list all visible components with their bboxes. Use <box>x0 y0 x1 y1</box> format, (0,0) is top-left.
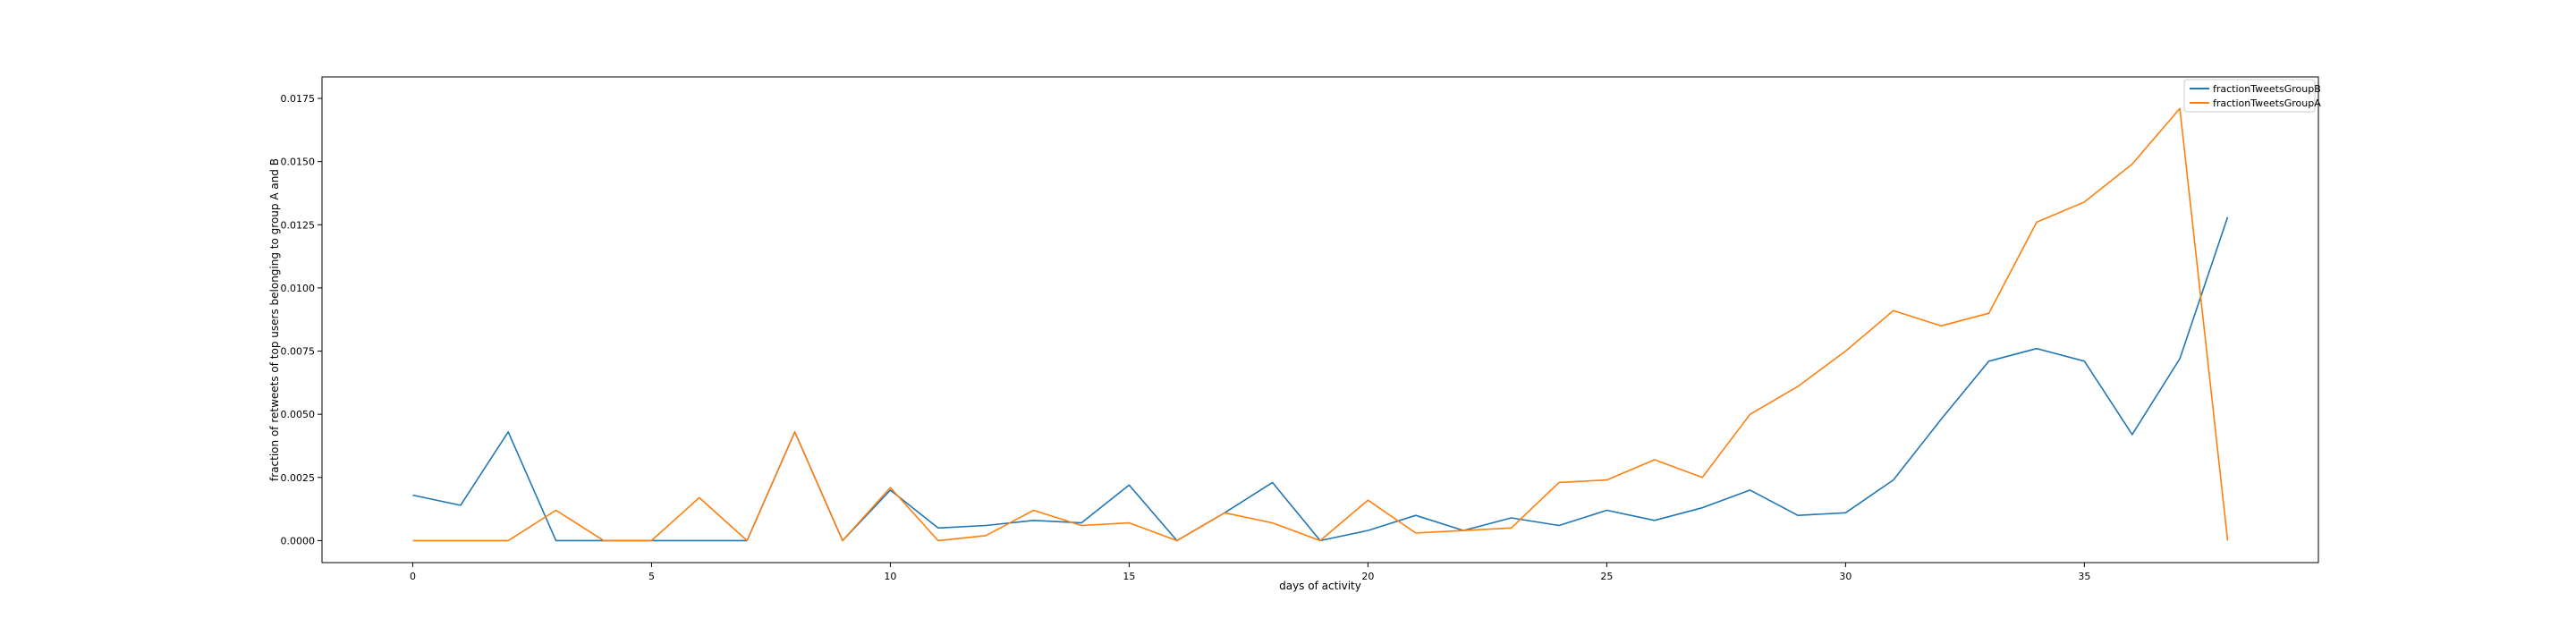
plot-frame <box>321 76 2319 564</box>
x-tick-label: 25 <box>1600 571 1613 582</box>
legend-label-groupA: fractionTweetsGroupA <box>2213 97 2321 109</box>
series-line-groupA <box>412 107 2229 542</box>
x-tick-label: 15 <box>1123 571 1135 582</box>
y-tick-label: 0.0175 <box>281 93 316 105</box>
x-tick-label: 35 <box>2078 571 2090 582</box>
y-tick-label: 0.0100 <box>281 283 316 294</box>
x-tick-label: 5 <box>648 571 655 582</box>
legend-label-groupB: fractionTweetsGroupB <box>2213 83 2321 95</box>
legend: fractionTweetsGroupB fractionTweetsGroup… <box>2183 79 2321 113</box>
x-axis: 0 5 10 15 20 25 30 35 <box>410 563 2090 582</box>
y-axis-label: fraction of retweets of top users belong… <box>268 158 281 481</box>
y-axis: 0.0000 0.0025 0.0050 0.0075 0.0100 0.0125 0.01… <box>281 93 322 547</box>
x-tick-label: 10 <box>884 571 896 582</box>
y-tick-label: 0.0075 <box>281 346 316 358</box>
y-tick-label: 0.0125 <box>281 219 316 231</box>
x-axis-label: days of activity <box>1279 580 1361 592</box>
legend-box <box>2183 79 2316 113</box>
x-tick-label: 0 <box>410 571 416 582</box>
series-layer <box>412 107 2229 542</box>
y-tick-label: 0.0150 <box>281 157 316 168</box>
x-tick-label: 20 <box>1361 571 1374 582</box>
y-tick-label: 0.0000 <box>281 535 316 547</box>
y-tick-label: 0.0025 <box>281 472 316 484</box>
y-tick-label: 0.0050 <box>281 409 316 420</box>
x-tick-label: 30 <box>1839 571 1852 582</box>
